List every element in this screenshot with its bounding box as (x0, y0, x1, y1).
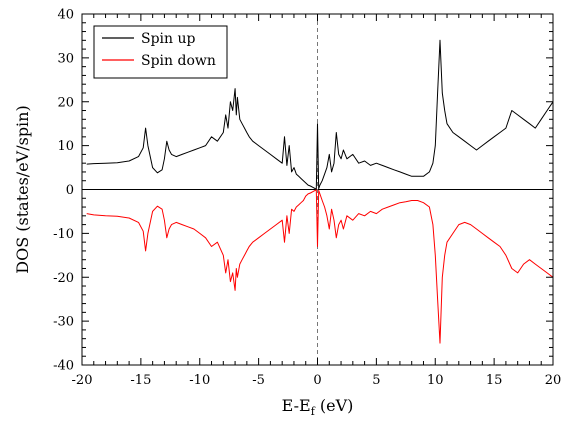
legend-label-spin-up: Spin up (141, 31, 196, 47)
y-tick-label: 30 (57, 51, 74, 66)
plot-area (82, 14, 553, 365)
x-tick-label: -15 (130, 373, 151, 388)
x-tick-label: 0 (313, 373, 321, 388)
x-tick-label: -5 (252, 373, 265, 388)
y-tick-label: -30 (53, 315, 74, 330)
y-tick-label: 0 (66, 183, 74, 198)
y-tick-label: 20 (57, 95, 74, 110)
x-tick-label: -10 (189, 373, 210, 388)
axes-layer: -20 -15 -10 -5 0 5 10 15 20 -40 -30 -20 -10 0 10 20 30 40 (53, 8, 561, 389)
y-tick-label: -20 (53, 271, 74, 286)
x-tick-label: -20 (72, 373, 93, 388)
x-axis-label-main: E-E (282, 396, 311, 415)
x-tick-label: 10 (427, 373, 444, 388)
x-axis-label-unit: (eV) (315, 396, 354, 415)
y-tick-label: 10 (57, 139, 74, 154)
y-tick-label: -10 (53, 227, 74, 242)
legend-label-spin-down: Spin down (141, 53, 216, 69)
y-tick-label: -40 (53, 359, 74, 374)
x-axis-label: E-Ef (eV) (282, 396, 354, 418)
series-layer (86, 39, 554, 344)
legend-box (93, 25, 228, 79)
legend: Spin up Spin down (93, 25, 228, 79)
x-tick-label: 15 (486, 373, 503, 388)
series-line-spin-up (86, 39, 554, 190)
x-tick-label: 5 (372, 373, 380, 388)
series-line-spin-down (86, 189, 554, 344)
x-axis-label-subscript: f (311, 405, 316, 418)
y-axis-label: DOS (states/eV/spin) (13, 105, 32, 273)
x-tick-label: 20 (545, 373, 562, 388)
y-tick-label: 40 (57, 8, 74, 23)
